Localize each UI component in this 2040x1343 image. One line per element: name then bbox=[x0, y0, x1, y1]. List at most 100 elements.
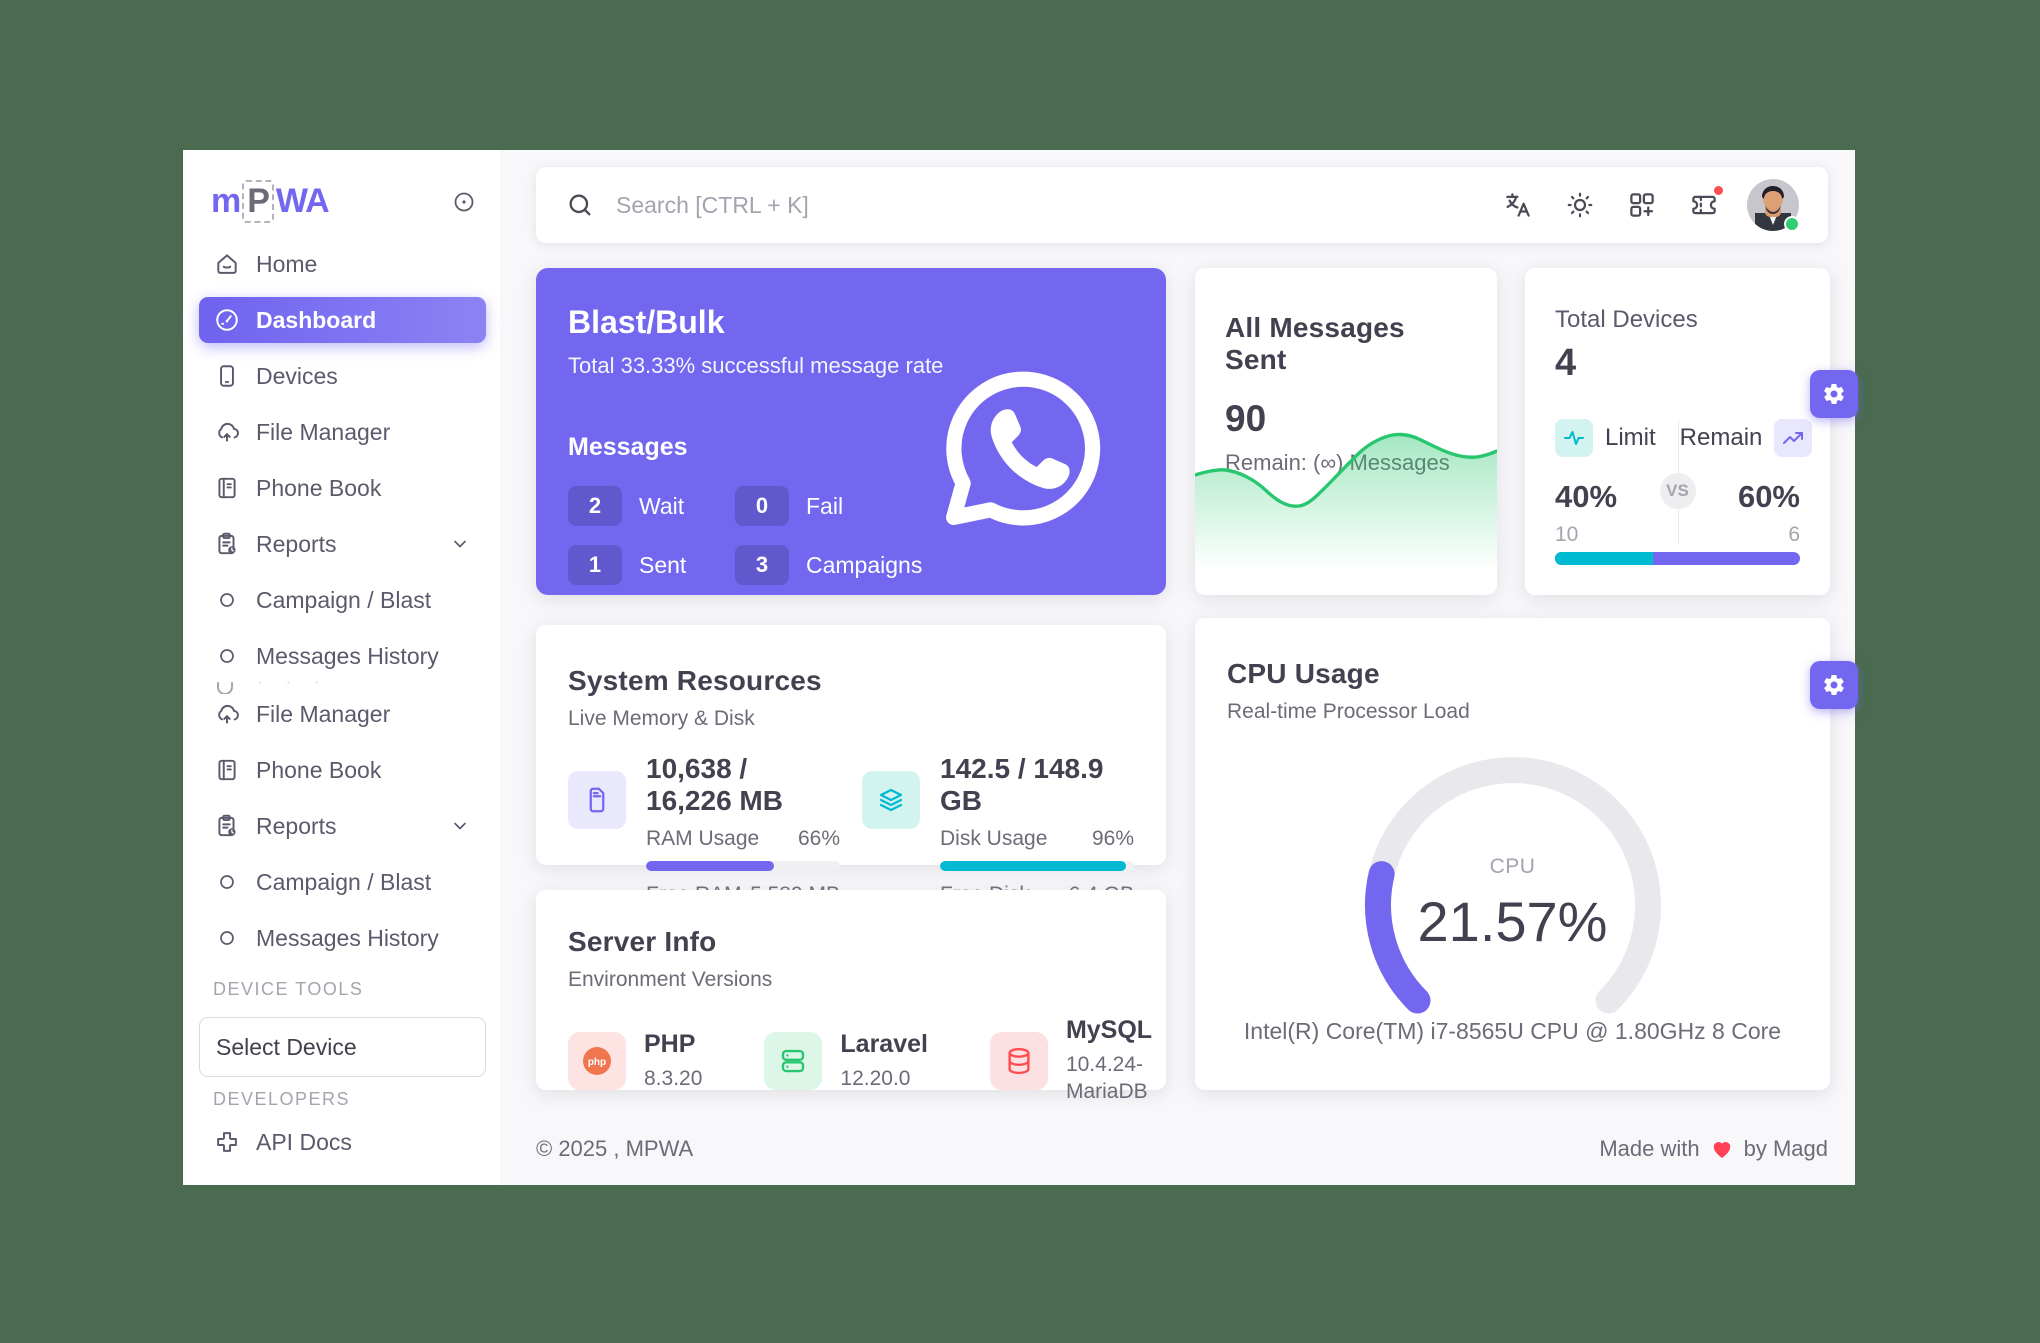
all-messages-sent-card: All Messages Sent 90 Remain: (∞) Message… bbox=[1195, 268, 1497, 595]
sidebar-item-reports[interactable]: Reports bbox=[199, 521, 486, 567]
sidebar-item-devices[interactable]: Devices bbox=[199, 353, 486, 399]
sidebar-item-file-manager-2[interactable]: File Manager bbox=[199, 691, 486, 737]
sidebar-item-campaign-blast[interactable]: Campaign / Blast bbox=[199, 577, 486, 623]
book-icon bbox=[213, 756, 241, 784]
notification-badge bbox=[1712, 184, 1725, 197]
php-version: 8.3.20 bbox=[644, 1066, 703, 1090]
ram-icon bbox=[568, 771, 626, 829]
limit-percent: 40% bbox=[1555, 479, 1618, 514]
limit-label: Limit bbox=[1605, 424, 1656, 451]
mysql-version: 10.4.24-MariaDB bbox=[1065, 1053, 1148, 1104]
cloud-upload-icon bbox=[213, 418, 241, 446]
total-devices-card: Total Devices 4 Limit Remain bbox=[1525, 268, 1830, 595]
blast-bulk-card: Blast/Bulk Total 33.33% successful messa… bbox=[536, 268, 1166, 595]
sidebar-item-campaign-blast-2[interactable]: Campaign / Blast bbox=[199, 859, 486, 905]
online-status-dot bbox=[1784, 216, 1800, 232]
php-icon: php bbox=[568, 1031, 626, 1090]
book-icon bbox=[213, 474, 241, 502]
circle-icon bbox=[213, 642, 241, 670]
apps-grid-icon[interactable] bbox=[1625, 188, 1659, 222]
smartphone-icon bbox=[213, 362, 241, 390]
devices-progress-bar bbox=[1555, 552, 1800, 565]
sidebar-item-home[interactable]: Home bbox=[199, 241, 486, 287]
ram-progress-fill bbox=[646, 861, 775, 871]
limit-progress-segment bbox=[1555, 552, 1653, 565]
sidebar-item-messages-history[interactable]: Messages History · · · bbox=[199, 633, 486, 694]
clipboard-clock-icon bbox=[213, 812, 241, 840]
svg-text:php: php bbox=[588, 1057, 606, 1068]
php-name: PHP bbox=[644, 1029, 696, 1058]
laravel-version: 12.20.0 bbox=[840, 1066, 911, 1090]
vs-badge: VS bbox=[1659, 473, 1696, 509]
srv-title: Server Info bbox=[568, 926, 717, 957]
page-footer: © 2025 , MPWA Made with by Magd bbox=[536, 1128, 1828, 1170]
sys-title: System Resources bbox=[568, 665, 822, 696]
limit-count: 10 bbox=[1555, 523, 1579, 546]
disk-progress-track bbox=[940, 861, 1134, 871]
circle-icon bbox=[213, 586, 241, 614]
developers-heading: DEVELOPERS bbox=[213, 1089, 351, 1109]
ram-progress-track bbox=[646, 861, 840, 871]
mysql-version-item: MySQL 10.4.24-MariaDB bbox=[989, 1016, 1153, 1106]
server-info-card: Server Info Environment Versions php PHP… bbox=[536, 890, 1166, 1103]
sidebar-item-api-docs[interactable]: API Docs bbox=[199, 1119, 486, 1165]
logo-letter-p: P bbox=[242, 180, 274, 223]
circle-icon bbox=[213, 868, 241, 896]
td-title: Total Devices bbox=[1555, 306, 1698, 333]
app-window: m P WA Home Dashboard Devices bbox=[183, 150, 1858, 1185]
ram-usage-label: RAM Usage bbox=[646, 827, 760, 850]
whatsapp-icon bbox=[928, 354, 1118, 544]
messages-label: Messages bbox=[568, 433, 688, 461]
sidebar-item-reports-2[interactable]: Reports bbox=[199, 803, 486, 849]
sidebar-item-dashboard[interactable]: Dashboard bbox=[199, 297, 486, 343]
select-device-dropdown[interactable]: Select Device bbox=[199, 1017, 486, 1077]
logo-letter-m: m bbox=[211, 182, 241, 220]
notifications-ticket-icon[interactable] bbox=[1687, 184, 1725, 222]
chevron-down-icon bbox=[450, 816, 470, 836]
topbar bbox=[536, 167, 1828, 243]
td-value: 4 bbox=[1555, 342, 1577, 384]
device-tools-heading: DEVICE TOOLS bbox=[213, 979, 364, 999]
sidebar-item-messages-history-2[interactable]: Messages History bbox=[199, 915, 486, 961]
cpu-title: CPU Usage bbox=[1227, 658, 1380, 689]
home-icon bbox=[213, 250, 241, 278]
ams-title: All Messages Sent bbox=[1225, 312, 1405, 375]
sidebar-item-file-manager[interactable]: File Manager bbox=[199, 409, 486, 455]
disk-percent: 96% bbox=[1091, 827, 1134, 850]
user-avatar[interactable] bbox=[1747, 179, 1800, 232]
search-input[interactable] bbox=[616, 191, 1473, 219]
settings-gear-button-1[interactable] bbox=[1810, 370, 1858, 418]
sidebar-pin-icon[interactable] bbox=[452, 190, 476, 214]
stat-campaigns: 3 Campaigns bbox=[735, 545, 998, 585]
chevron-down-icon bbox=[450, 534, 470, 554]
remain-label: Remain bbox=[1679, 424, 1763, 451]
api-plus-icon bbox=[213, 1128, 241, 1156]
mpwa-logo[interactable]: m P WA bbox=[211, 180, 330, 223]
gauge-center-label: CPU bbox=[1489, 855, 1536, 878]
disk-progress-fill bbox=[940, 861, 1127, 871]
heart-icon bbox=[1710, 1137, 1734, 1161]
sidebar: m P WA Home Dashboard Devices bbox=[183, 150, 500, 1185]
render-artifact: · · · bbox=[215, 671, 328, 694]
ram-total: 10,638 / 16,226 MB bbox=[646, 753, 783, 816]
stat-wait: 2 Wait bbox=[568, 486, 735, 526]
laravel-version-item: Laravel 12.20.0 bbox=[764, 1016, 928, 1106]
system-resources-card: System Resources Live Memory & Disk 10,6… bbox=[536, 625, 1166, 906]
blast-title: Blast/Bulk bbox=[568, 304, 725, 340]
sidebar-item-phone-book-2[interactable]: Phone Book bbox=[199, 747, 486, 793]
language-icon[interactable] bbox=[1501, 188, 1535, 222]
limit-activity-icon bbox=[1555, 419, 1593, 457]
main-area: Blast/Bulk Total 33.33% successful messa… bbox=[500, 150, 1855, 1185]
remain-trend-icon bbox=[1774, 419, 1813, 457]
ram-percent: 66% bbox=[797, 827, 840, 850]
srv-subtitle: Environment Versions bbox=[568, 968, 773, 991]
made-with-text: Made with bbox=[1599, 1136, 1700, 1161]
copyright-text: © 2025 , MPWA bbox=[536, 1136, 694, 1161]
mysql-name: MySQL bbox=[1065, 1016, 1153, 1044]
settings-gear-button-2[interactable] bbox=[1810, 661, 1858, 709]
sidebar-item-phone-book[interactable]: Phone Book bbox=[199, 465, 486, 511]
light-mode-icon[interactable] bbox=[1563, 188, 1597, 222]
